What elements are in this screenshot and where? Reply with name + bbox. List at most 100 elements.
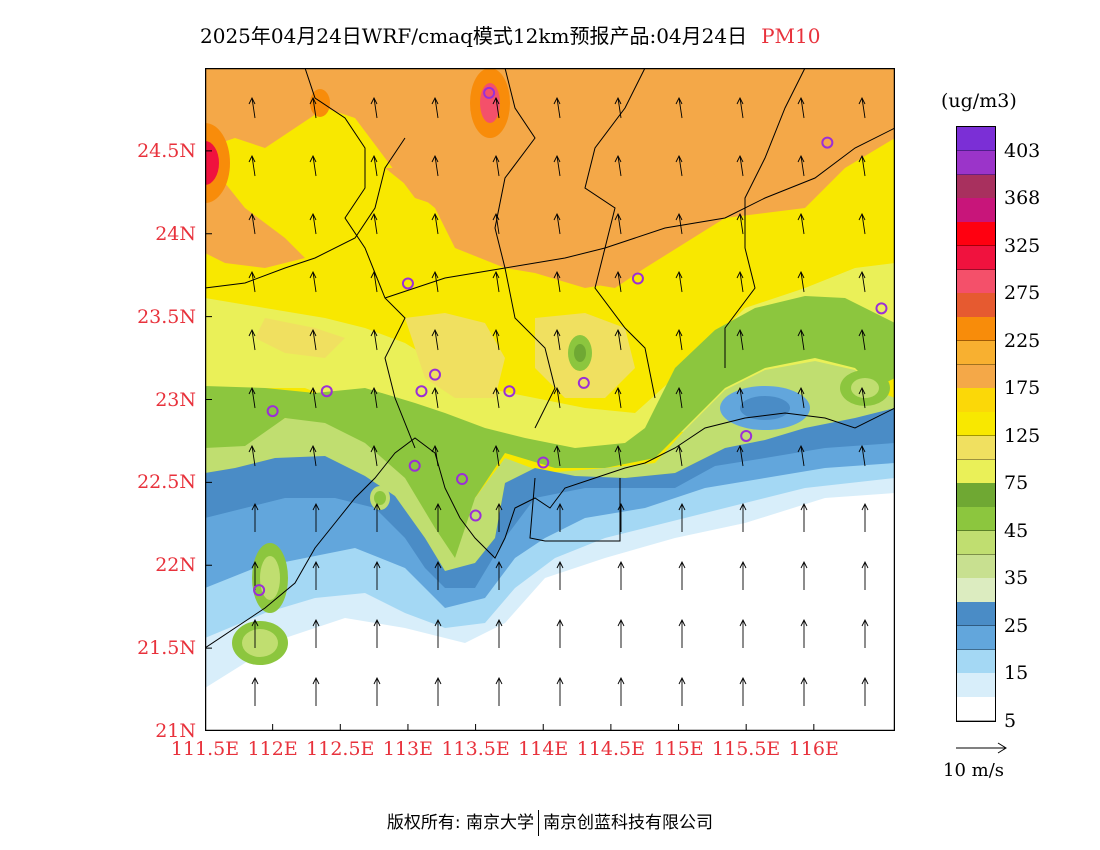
wind-arrow	[312, 560, 320, 590]
wind-arrow	[614, 96, 622, 119]
lon-label: 113.5E	[441, 738, 510, 760]
wind-arrow	[553, 328, 561, 351]
wind-arrow	[861, 502, 869, 532]
station-marker	[320, 385, 333, 398]
wind-reference-arrow	[956, 742, 1007, 754]
chart-title: 2025年04月24日WRF/cmaq模式12km预报产品:04月24日 PM10	[200, 20, 820, 49]
wind-arrow	[800, 618, 808, 648]
colorbar-label: 225	[1004, 329, 1041, 352]
colorbar-segment	[957, 459, 995, 484]
lat-label: 21.5N	[137, 637, 196, 660]
lon-label: 114.5E	[576, 738, 646, 760]
colorbar-label: 325	[1004, 234, 1041, 257]
wind-arrow	[312, 618, 320, 648]
wind-arrow	[800, 676, 808, 706]
station-marker	[469, 509, 482, 522]
wind-arrow	[736, 154, 744, 177]
wind-arrow	[370, 154, 378, 177]
colorbar-segment	[957, 198, 995, 223]
wind-arrow	[373, 502, 381, 532]
wind-arrow	[370, 386, 378, 409]
wind-arrow	[492, 386, 500, 409]
wind-arrow	[617, 502, 625, 532]
wind-arrow	[312, 502, 320, 532]
pollutant-label: PM10	[761, 24, 821, 48]
station-marker	[483, 86, 496, 99]
colorbar-label: 75	[1004, 472, 1029, 495]
wind-arrow	[248, 386, 256, 409]
title-text: 2025年04月24日WRF/cmaq模式12km预报产品:04月24日	[200, 24, 748, 48]
wind-arrow	[736, 328, 744, 351]
colorbar-segment	[957, 127, 995, 152]
wind-arrow	[736, 386, 744, 409]
colorbar-label: 125	[1004, 424, 1041, 447]
wind-arrow	[739, 618, 747, 648]
colorbar-segment	[957, 412, 995, 437]
wind-arrow	[495, 560, 503, 590]
wind-arrow	[431, 444, 439, 467]
monitoring-stations	[253, 86, 888, 597]
wind-arrow	[251, 676, 259, 706]
wind-arrow	[431, 386, 439, 409]
footer: 版权所有: 南京大学 南京创蓝科技有限公司	[0, 808, 1100, 836]
lon-label: 115.5E	[712, 738, 781, 760]
lat-label: 22N	[155, 554, 196, 577]
wind-arrow	[858, 154, 866, 177]
wind-arrow	[248, 154, 256, 177]
wind-arrow	[675, 386, 683, 409]
wind-arrow	[553, 386, 561, 409]
colorbar-label: 175	[1004, 377, 1041, 400]
copyright-text: 版权所有: 南京大学	[386, 813, 535, 833]
wind-arrow	[309, 386, 317, 409]
wind-arrow	[678, 676, 686, 706]
wind-arrow	[797, 270, 805, 293]
wind-arrow	[248, 444, 256, 467]
wind-arrow	[431, 96, 439, 119]
lat-label: 24.5N	[137, 139, 196, 162]
wind-arrow	[736, 444, 744, 467]
station-marker	[875, 302, 888, 315]
colorbar-segment	[957, 530, 995, 556]
wind-arrow	[675, 96, 683, 119]
wind-arrow	[373, 560, 381, 590]
colorbar-segment	[957, 625, 995, 651]
colorbar-segment	[957, 174, 995, 199]
wind-arrow	[370, 96, 378, 119]
colorbar-segment	[957, 388, 995, 413]
wind-arrow	[736, 96, 744, 119]
lon-label: 112.5E	[306, 738, 375, 760]
station-marker	[537, 456, 550, 469]
wind-arrow	[309, 96, 317, 119]
colorbar-segment	[957, 673, 995, 698]
lat-label: 21N	[155, 720, 196, 742]
wind-arrow	[617, 618, 625, 648]
wind-arrow	[736, 270, 744, 293]
station-marker	[503, 385, 516, 398]
station-marker	[401, 277, 414, 290]
wind-arrow	[248, 96, 256, 119]
station-marker	[821, 136, 834, 149]
wind-arrow	[251, 618, 259, 648]
station-marker	[456, 473, 469, 486]
colorbar-segment	[957, 435, 995, 461]
wind-arrow	[251, 560, 259, 590]
wind-arrow	[797, 444, 805, 467]
wind-arrow	[614, 444, 622, 467]
wind-arrow	[553, 212, 561, 235]
wind-arrow	[495, 502, 503, 532]
wind-arrow	[797, 96, 805, 119]
wind-arrow	[797, 212, 805, 235]
station-marker	[740, 429, 753, 442]
wind-arrow	[248, 212, 256, 235]
wind-arrow	[492, 444, 500, 467]
lat-label: 23.5N	[137, 305, 196, 328]
colorbar-unit: (ug/m3)	[941, 90, 1017, 112]
wind-arrow	[678, 560, 686, 590]
colorbar-segment	[957, 317, 995, 342]
wind-arrow	[373, 676, 381, 706]
lon-label: 114E	[518, 738, 569, 760]
wind-arrow	[370, 328, 378, 351]
wind-arrow	[678, 502, 686, 532]
wind-arrow	[614, 386, 622, 409]
wind-arrow	[492, 96, 500, 119]
